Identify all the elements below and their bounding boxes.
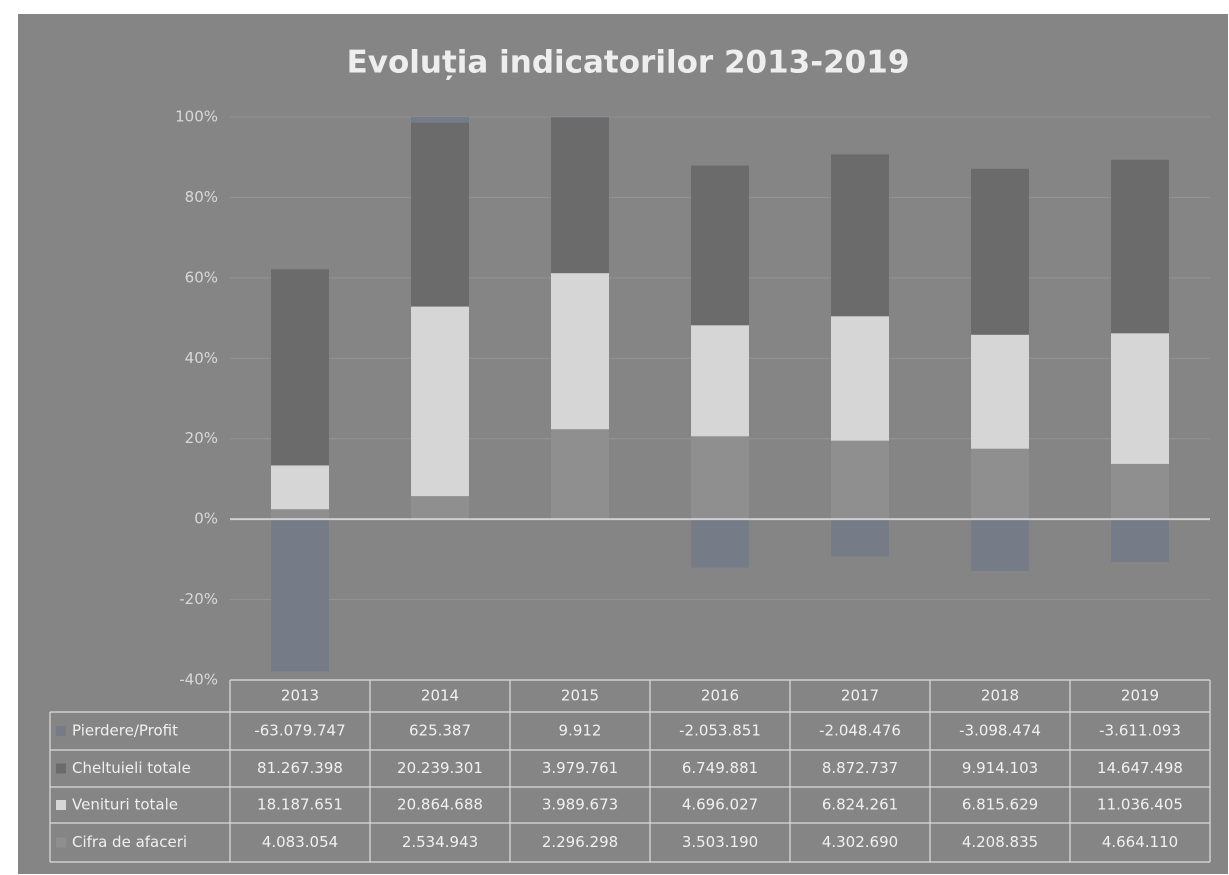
bar-segment — [1111, 463, 1169, 520]
x-tick-label: 2014 — [421, 687, 459, 705]
legend-label: Cifra de afaceri — [72, 833, 187, 851]
table-value: 4.208.835 — [962, 833, 1038, 851]
table-value: 18.187.651 — [257, 796, 343, 814]
table-value: 9.914.103 — [962, 759, 1038, 777]
legend-label: Pierdere/Profit — [72, 722, 178, 740]
table-value: -2.053.851 — [679, 722, 761, 740]
bar-segment — [971, 448, 1029, 520]
y-tick-label: 100% — [175, 108, 218, 126]
table-value: 2.296.298 — [542, 833, 618, 851]
bar-segment — [971, 168, 1029, 335]
legend-swatch — [56, 726, 66, 736]
y-tick-label: 60% — [185, 268, 218, 286]
bar-segment — [831, 519, 889, 557]
bar-segment — [1111, 159, 1169, 334]
table-value: 4.302.690 — [822, 833, 898, 851]
table-value: -63.079.747 — [254, 722, 345, 740]
table-value: 8.872.737 — [822, 759, 898, 777]
bar-segment — [971, 334, 1029, 449]
table-value: 4.664.110 — [1102, 833, 1178, 851]
table-value: 9.912 — [559, 722, 602, 740]
bar-segment — [691, 436, 749, 520]
x-tick-label: 2017 — [841, 687, 879, 705]
table-value: 6.824.261 — [822, 796, 898, 814]
table-value: 20.239.301 — [397, 759, 483, 777]
bar-segment — [691, 519, 749, 568]
chart-title: Evoluția indicatorilor 2013-2019 — [347, 45, 910, 81]
table-value: 625.387 — [409, 722, 471, 740]
table-value: 4.083.054 — [262, 833, 338, 851]
legend-swatch — [56, 800, 66, 810]
table-value: 14.647.498 — [1097, 759, 1183, 777]
table-value: 3.989.673 — [542, 796, 618, 814]
table-value: 81.267.398 — [257, 759, 343, 777]
bar-segment — [831, 440, 889, 520]
bar-segment — [411, 496, 469, 520]
x-tick-label: 2016 — [701, 687, 739, 705]
bar-segment — [271, 269, 329, 466]
bar-segment — [271, 465, 329, 510]
y-tick-label: 0% — [194, 510, 218, 528]
legend-label: Cheltuieli totale — [72, 759, 191, 777]
legend-swatch — [56, 763, 66, 774]
y-tick-label: 40% — [185, 349, 218, 367]
bar-segment — [551, 273, 609, 430]
x-tick-label: 2018 — [981, 687, 1019, 705]
table-value: -3.611.093 — [1099, 722, 1181, 740]
bar-segment — [1111, 519, 1169, 562]
table-value: 20.864.688 — [397, 796, 483, 814]
table-value: 3.979.761 — [542, 759, 618, 777]
bar-segment — [551, 117, 609, 274]
y-tick-label: 20% — [185, 429, 218, 447]
x-tick-label: 2013 — [281, 687, 319, 705]
y-tick-label: 80% — [185, 188, 218, 206]
table-value: 4.696.027 — [682, 796, 758, 814]
y-tick-label: -40% — [179, 671, 218, 689]
bar-segment — [271, 509, 329, 520]
table-value: 11.036.405 — [1097, 796, 1183, 814]
bar-segment — [831, 154, 889, 317]
table-value: -2.048.476 — [819, 722, 901, 740]
table-value: 3.503.190 — [682, 833, 758, 851]
x-tick-label: 2015 — [561, 687, 599, 705]
legend-swatch — [56, 837, 66, 848]
bar-segment — [551, 429, 609, 520]
bar-segment — [691, 165, 749, 326]
table-value: -3.098.474 — [959, 722, 1041, 740]
bar-segment — [691, 325, 749, 437]
bar-segment — [411, 306, 469, 497]
bar-segment — [831, 316, 889, 441]
y-tick-label: -20% — [179, 590, 218, 608]
bar-segment — [971, 519, 1029, 571]
bar-segment — [1111, 333, 1169, 464]
x-tick-label: 2019 — [1121, 687, 1159, 705]
bar-segment — [411, 122, 469, 307]
table-value: 6.749.881 — [682, 759, 758, 777]
table-value: 6.815.629 — [962, 796, 1038, 814]
table-value: 2.534.943 — [402, 833, 478, 851]
legend-label: Venituri totale — [72, 796, 178, 814]
bar-segment — [411, 117, 469, 123]
bar-segment — [271, 519, 329, 672]
